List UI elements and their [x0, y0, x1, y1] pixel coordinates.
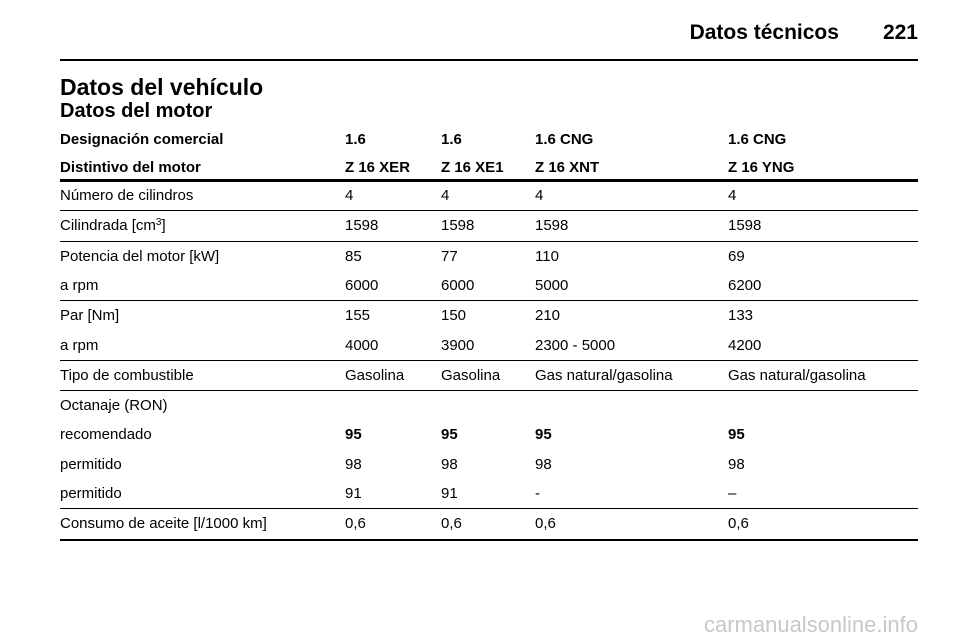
table-cell: 5000 — [535, 276, 569, 294]
table-cell: 1598 — [728, 217, 762, 235]
cell-text: ] — [161, 217, 166, 235]
table-cell: 1598 — [535, 217, 569, 235]
table-cell: 4000 — [345, 336, 379, 354]
subtitle: Datos del motor — [60, 100, 213, 122]
table-cell: 0,6 — [728, 515, 749, 533]
table-cell: 85 — [345, 247, 362, 265]
table-cell: permitido — [60, 455, 122, 473]
table-cell: 1.6 CNG — [535, 131, 594, 148]
rule — [60, 508, 918, 510]
table-cell: 91 — [441, 485, 458, 502]
table-cell: a rpm — [60, 276, 99, 294]
table-cell: 110 — [535, 247, 559, 265]
table-cell: a rpm — [60, 336, 99, 354]
cell-text: 3 — [155, 217, 162, 229]
table-cell: permitido — [60, 485, 122, 502]
table-cell: 6000 — [441, 276, 475, 294]
table-cell: Consumo de aceite [l/1000 km] — [60, 515, 267, 533]
table-cell: Cilindrada [cm3] — [60, 217, 166, 235]
table-cell: 69 — [728, 247, 745, 265]
table-cell: 133 — [728, 307, 754, 325]
table-cell: – — [728, 485, 737, 502]
table-cell: 98 — [345, 455, 362, 473]
table-cell: 95 — [345, 426, 362, 444]
rule — [60, 210, 918, 212]
table-cell: Número de cilindros — [60, 187, 194, 204]
table-cell: 4 — [345, 187, 354, 204]
table-cell: Gas natural/gasolina — [728, 366, 866, 384]
table-cell: Z 16 YNG — [728, 159, 795, 176]
table-cell: 95 — [728, 426, 745, 444]
table-cell: 1.6 CNG — [728, 131, 787, 148]
table-cell: 95 — [535, 426, 552, 444]
table-cell: Gasolina — [441, 366, 501, 384]
table-cell: 1598 — [441, 217, 475, 235]
table-cell: 95 — [441, 426, 458, 444]
table-cell: 0,6 — [441, 515, 462, 533]
section-title: Datos técnicos — [689, 21, 839, 44]
title: Datos del vehículo — [60, 74, 264, 100]
table-cell: Par [Nm] — [60, 307, 120, 325]
table-cell: 4 — [728, 187, 737, 204]
table-cell: 6200 — [728, 276, 762, 294]
table-cell: 1598 — [345, 217, 379, 235]
page-header: Datos técnicos 221 — [690, 22, 918, 43]
table-cell: Designación comercial — [60, 131, 224, 148]
table-cell: Z 16 XNT — [535, 159, 600, 176]
rule — [60, 390, 918, 392]
table-cell: 150 — [441, 307, 467, 325]
rule — [60, 59, 918, 61]
table-cell: Distintivo del motor — [60, 159, 201, 176]
table-cell: recomendado — [60, 426, 152, 444]
table-cell: 98 — [535, 455, 552, 473]
rule — [60, 359, 918, 361]
table-cell: Z 16 XER — [345, 159, 411, 176]
rule-thick — [60, 179, 918, 182]
table-cell: 3900 — [441, 336, 475, 354]
table-cell: 0,6 — [345, 515, 366, 533]
page-number: 221 — [882, 21, 918, 44]
table-cell: 4 — [535, 187, 544, 204]
table-cell: 98 — [728, 455, 745, 473]
table-cell: - — [535, 485, 540, 502]
table-cell: 98 — [441, 455, 458, 473]
table-cell: 91 — [345, 485, 362, 502]
table-cell: 4200 — [728, 336, 762, 354]
table-cell: Octanaje (RON) — [60, 397, 168, 415]
rule-thick — [60, 538, 918, 542]
table-cell: 4 — [441, 187, 450, 204]
rule — [60, 300, 918, 302]
table-cell: 155 — [345, 307, 371, 325]
table-cell: 210 — [535, 307, 561, 325]
table-cell: 0,6 — [535, 515, 556, 533]
table-cell: 2300 - 5000 — [535, 336, 616, 354]
table-cell: 77 — [441, 247, 458, 265]
rule — [60, 240, 918, 242]
table-cell: Gas natural/gasolina — [535, 366, 673, 384]
table-cell: Z 16 XE1 — [441, 159, 504, 176]
table-cell: 6000 — [345, 276, 379, 294]
cell-text: Cilindrada [cm — [60, 217, 156, 235]
table-cell: Gasolina — [345, 366, 405, 384]
table-cell: Tipo de combustible — [60, 366, 194, 384]
table-cell: Potencia del motor [kW] — [60, 247, 220, 265]
table-cell: 1.6 — [441, 131, 462, 148]
table-cell: 1.6 — [345, 131, 366, 148]
watermark: carmanualsonline.info — [703, 612, 918, 637]
